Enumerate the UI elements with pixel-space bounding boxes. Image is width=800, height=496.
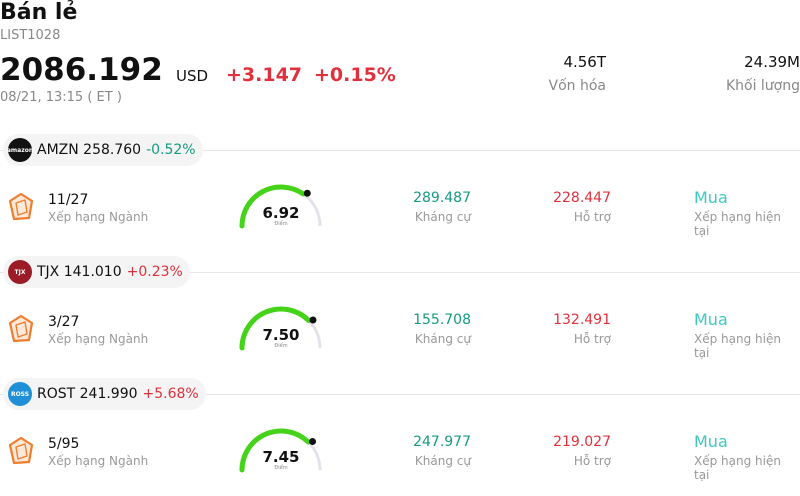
gauge-marker-icon xyxy=(303,189,311,197)
support-value: 132.491 xyxy=(553,312,611,328)
company-logo-icon: amazon xyxy=(6,138,34,162)
stock-change-percent: -0.52% xyxy=(146,142,196,158)
support-value: 228.447 xyxy=(553,190,611,206)
current-rating-label: Xếp hạng hiện tại xyxy=(694,454,781,482)
stock-ticker-price: TJX 141.010 xyxy=(37,264,122,280)
score-value: 7.50 xyxy=(262,326,300,344)
price-change: +3.147 xyxy=(226,64,303,86)
resistance-value: 155.708 xyxy=(413,312,471,328)
resistance-value: 247.977 xyxy=(413,434,471,450)
score-label: Điểm xyxy=(274,465,288,471)
gauge-fill xyxy=(239,306,312,351)
stock-ticker-price: ROST 241.990 xyxy=(37,386,138,402)
industry-rank: 5/95 xyxy=(48,436,80,452)
current-rating-label: Xếp hạng hiện tại xyxy=(694,332,781,360)
resistance-label: Kháng cự xyxy=(414,332,471,346)
resistance-label: Kháng cự xyxy=(414,454,471,468)
score-gauge xyxy=(239,428,322,473)
current-rating-label: Xếp hạng hiện tại xyxy=(694,210,781,238)
gauge-marker-icon xyxy=(309,438,317,446)
current-rating[interactable]: Mua xyxy=(694,310,728,329)
stock-pill[interactable]: TJX TJX 141.010 +0.23% xyxy=(3,256,190,288)
volume-label: Khối lượng xyxy=(725,78,800,94)
index-code: LIST1028 xyxy=(0,28,61,43)
company-logo-icon: ROSS xyxy=(8,382,32,406)
volume-value: 24.39M xyxy=(744,53,800,71)
score-label: Điểm xyxy=(274,221,288,227)
shield-rank-icon xyxy=(8,192,34,221)
score-gauge xyxy=(239,306,322,351)
support-label: Hỗ trợ xyxy=(573,210,611,224)
industry-rank: 11/27 xyxy=(48,192,89,208)
page-title: Bán lẻ xyxy=(0,0,78,25)
stock-detail-row: 3/27 Xếp hạng Ngành 7.50 Điểm 155.708 Kh… xyxy=(0,304,800,374)
section-divider xyxy=(0,394,800,395)
resistance-label: Kháng cự xyxy=(414,210,471,224)
shield-rank-icon xyxy=(8,436,34,465)
support-value: 219.027 xyxy=(553,434,611,450)
gauge-marker-icon xyxy=(309,316,317,324)
shield-rank-icon xyxy=(8,314,34,343)
price-change-percent: +0.15% xyxy=(314,64,396,86)
timestamp: 08/21, 13:15 ( ET ) xyxy=(0,90,122,105)
score-value: 6.92 xyxy=(262,204,300,222)
stock-change-percent: +0.23% xyxy=(126,264,183,280)
industry-rank-label: Xếp hạng Ngành xyxy=(48,454,149,468)
index-price: 2086.192 xyxy=(0,52,163,88)
industry-rank-label: Xếp hạng Ngành xyxy=(48,332,149,346)
industry-rank: 3/27 xyxy=(48,314,80,330)
section-divider xyxy=(0,150,800,151)
company-logo-text: ROSS xyxy=(10,390,30,398)
stock-pill[interactable]: amazon AMZN 258.760 -0.52% xyxy=(3,134,203,166)
gauge-fill xyxy=(239,184,306,229)
stock-detail-row: 11/27 Xếp hạng Ngành 6.92 Điểm 289.487 K… xyxy=(0,182,800,252)
stock-change-percent: +5.68% xyxy=(142,386,199,402)
market-cap-value: 4.56T xyxy=(563,53,606,71)
gauge-fill xyxy=(239,428,311,473)
market-cap-label: Vốn hóa xyxy=(548,78,606,94)
section-divider xyxy=(0,272,800,273)
company-logo-text: amazon xyxy=(6,146,34,154)
score-label: Điểm xyxy=(274,343,288,349)
score-value: 7.45 xyxy=(262,448,300,466)
score-gauge xyxy=(239,184,322,229)
industry-rank-label: Xếp hạng Ngành xyxy=(48,210,149,224)
currency-label: USD xyxy=(176,67,209,85)
current-rating[interactable]: Mua xyxy=(694,432,728,451)
stock-detail-row: 5/95 Xếp hạng Ngành 7.45 Điểm 247.977 Kh… xyxy=(0,426,800,496)
resistance-value: 289.487 xyxy=(413,190,471,206)
stock-ticker-price: AMZN 258.760 xyxy=(37,142,142,158)
current-rating[interactable]: Mua xyxy=(694,188,728,207)
company-logo-icon: TJX xyxy=(8,260,32,284)
support-label: Hỗ trợ xyxy=(573,454,611,468)
company-logo-text: TJX xyxy=(14,268,26,276)
support-label: Hỗ trợ xyxy=(573,332,611,346)
stock-pill[interactable]: ROSS ROST 241.990 +5.68% xyxy=(3,378,206,410)
